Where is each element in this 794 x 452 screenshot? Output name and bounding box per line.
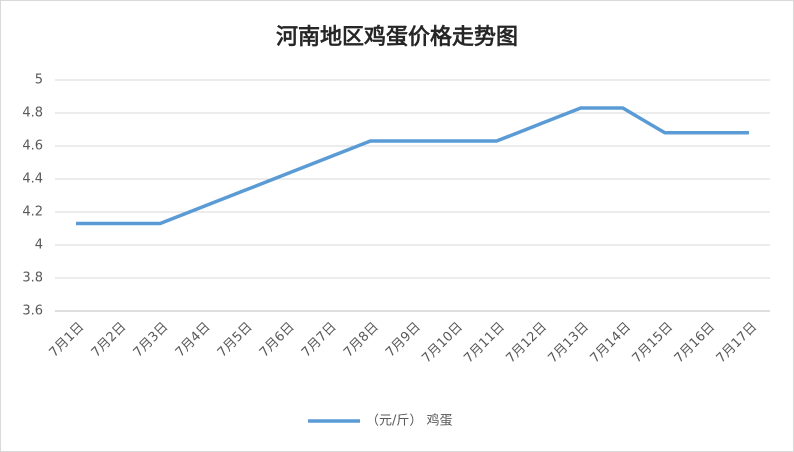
y-tick-label: 4.2 [22, 205, 43, 220]
chart-title: 河南地区鸡蛋价格走势图 [276, 24, 518, 50]
y-tick-label: 5 [35, 73, 43, 88]
y-tick-label: 3.8 [22, 271, 43, 286]
y-tick-label: 4.4 [22, 172, 43, 187]
y-tick-label: 4 [35, 238, 43, 253]
legend-label: （元/斤） 鸡蛋 [366, 413, 453, 429]
line [76, 106, 749, 226]
y-tick-label: 4.6 [22, 139, 43, 154]
y-tick-label: 4.8 [22, 106, 43, 121]
y-tick-label: 3.6 [22, 304, 43, 319]
